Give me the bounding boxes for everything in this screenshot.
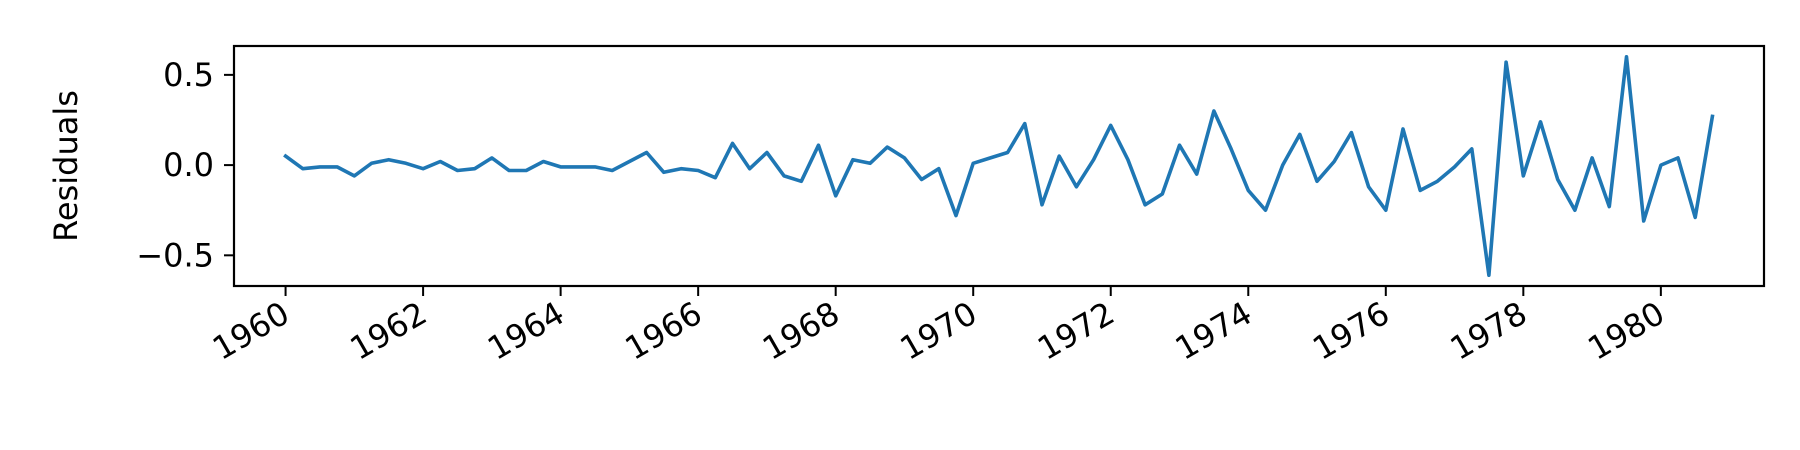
x-tick-label: 1966 bbox=[619, 294, 709, 368]
y-tick-label: −0.5 bbox=[136, 236, 214, 274]
x-tick-label: 1968 bbox=[756, 294, 846, 368]
x-tick-label: 1972 bbox=[1031, 294, 1121, 368]
plot-layer bbox=[283, 54, 1715, 278]
x-tick-label: 1976 bbox=[1306, 294, 1396, 368]
x-axis: 1960 1962 1964 1966 1968 1970 1972 1974 1976 1978… bbox=[206, 286, 1671, 368]
x-tick-label: 1978 bbox=[1444, 294, 1534, 368]
x-tick-label: 1970 bbox=[894, 294, 984, 368]
x-tick-label: 1960 bbox=[206, 294, 296, 368]
plot-frame bbox=[232, 44, 1766, 288]
y-axis-label: Residuals bbox=[47, 90, 85, 242]
y-axis: 0.5 0.0 −0.5 bbox=[136, 56, 234, 274]
y-tick-label: 0.5 bbox=[163, 56, 214, 94]
x-tick-label: 1980 bbox=[1581, 294, 1671, 368]
x-tick-label: 1974 bbox=[1169, 294, 1259, 368]
y-tick-label: 0.0 bbox=[163, 146, 214, 184]
x-tick-label: 1964 bbox=[481, 294, 571, 368]
x-tick-label: 1962 bbox=[344, 294, 434, 368]
series-line-0 bbox=[283, 54, 1715, 278]
